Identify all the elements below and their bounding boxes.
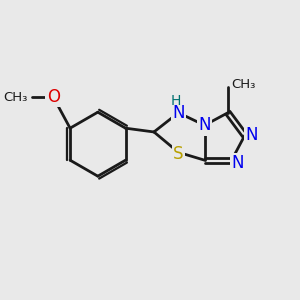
Text: O: O [47,88,60,106]
Text: N: N [246,127,258,145]
Text: N: N [231,154,244,172]
Text: H: H [170,94,181,108]
Text: S: S [173,145,184,163]
Text: N: N [198,116,211,134]
Text: N: N [172,104,184,122]
Text: CH₃: CH₃ [3,91,27,103]
Text: CH₃: CH₃ [231,78,255,91]
